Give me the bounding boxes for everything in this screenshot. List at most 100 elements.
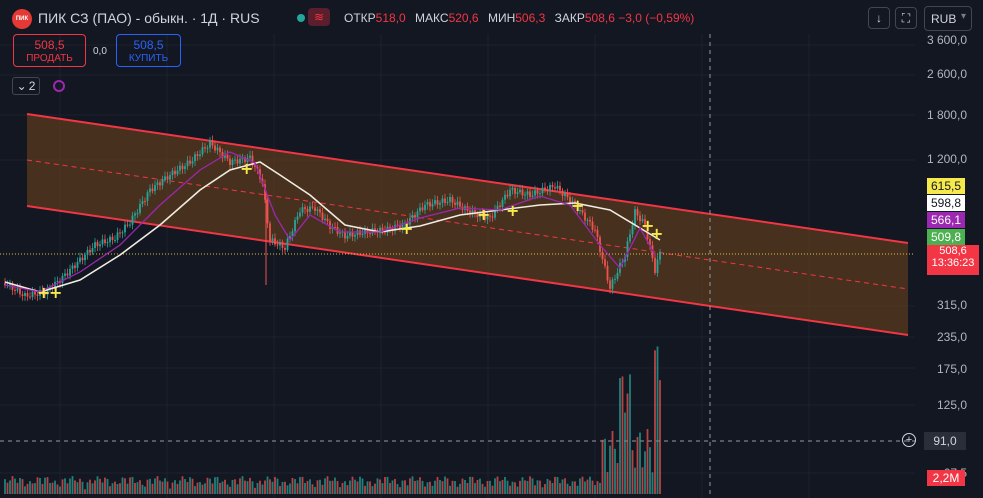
volume-bar	[59, 486, 61, 494]
volume-bar	[391, 480, 394, 494]
volume-bar	[339, 487, 341, 494]
candle-body	[526, 191, 529, 195]
volume-bar	[66, 483, 69, 494]
volume-bar	[26, 483, 29, 494]
candle-body	[291, 231, 294, 237]
candle-body	[49, 287, 51, 289]
volume-bar	[539, 480, 541, 494]
volume-bar	[56, 484, 59, 494]
signal-marker: +	[650, 224, 663, 243]
sell-price: 508,5	[34, 38, 65, 52]
candle-body	[29, 296, 31, 298]
volume-bar	[594, 485, 596, 494]
volume-bar	[306, 480, 309, 494]
sell-button[interactable]: 508,5 ПРОДАТЬ	[13, 34, 86, 67]
candle-body	[234, 159, 236, 161]
price-tick: 175,0	[936, 362, 967, 376]
volume-bar	[334, 477, 336, 494]
candle-body	[509, 189, 511, 197]
refresh-icon[interactable]	[53, 80, 65, 92]
volume-bar	[246, 481, 249, 494]
volume-bar	[574, 481, 576, 494]
plus-icon[interactable]: +	[902, 433, 916, 447]
volume-bar	[296, 483, 299, 494]
volume-bar	[614, 448, 616, 494]
buy-button[interactable]: 508,5 КУПИТЬ	[116, 34, 181, 67]
symbol-title[interactable]: ПИК СЗ (ПАО) - обыкн. · 1Д · RUS	[38, 10, 260, 26]
volume-bar	[534, 485, 536, 494]
volume-bar	[184, 479, 186, 494]
volume-bar	[21, 479, 24, 494]
candle-body	[259, 169, 261, 179]
candle-body	[166, 176, 169, 180]
volume-bar	[54, 480, 56, 494]
volume-bar	[524, 480, 526, 494]
candle-body	[71, 265, 74, 269]
volume-bar	[171, 482, 174, 494]
volume-bar	[544, 484, 546, 494]
candle-body	[139, 203, 141, 213]
volume-bar	[506, 480, 509, 494]
volume-bar	[301, 476, 304, 494]
candle-body	[211, 140, 214, 146]
candle-body	[56, 280, 59, 282]
volume-bar	[99, 478, 101, 494]
volume-bar	[471, 476, 474, 494]
candle-body	[339, 232, 341, 234]
candle-body	[271, 238, 274, 241]
indicators-toggle[interactable]: ⌄ 2	[12, 77, 40, 95]
candle-body	[301, 207, 304, 213]
volume-bar	[64, 478, 66, 494]
volume-bar	[336, 481, 339, 494]
high-value: 520,6	[448, 11, 479, 25]
candle-body	[204, 147, 206, 149]
volume-bar	[344, 481, 346, 494]
candle-body	[589, 219, 591, 222]
volume-bar	[254, 487, 256, 494]
volume-bar	[479, 478, 481, 494]
candle-body	[74, 265, 76, 268]
volume-bar	[426, 482, 429, 494]
candle-body	[539, 193, 541, 195]
candle-body	[541, 187, 544, 194]
volume-bar	[324, 478, 326, 494]
candle-body	[449, 197, 451, 202]
candle-body	[126, 224, 129, 226]
channel-mid-line	[26, 159, 909, 290]
candle-body	[34, 291, 36, 295]
volume-bar	[44, 477, 46, 494]
candle-body	[121, 232, 124, 234]
volume-bar	[201, 484, 204, 494]
volume-bar	[221, 481, 224, 494]
volume-bar	[369, 481, 371, 494]
volume-bar	[504, 476, 506, 494]
candle-body	[306, 208, 309, 212]
market-open-dot	[297, 14, 305, 22]
volume-bar	[81, 481, 84, 494]
volume-bar	[101, 482, 104, 494]
volume-bar	[314, 486, 316, 494]
channel-lower-line	[26, 205, 909, 336]
candle-body	[179, 165, 181, 171]
candle-body	[644, 219, 646, 225]
currency-select[interactable]: RUB ▾	[924, 6, 972, 31]
volume-bar	[419, 477, 421, 494]
volume-bar	[569, 485, 571, 494]
volume-bar	[134, 482, 136, 494]
volume-bar	[6, 482, 9, 494]
candle-body	[129, 224, 131, 226]
volume-bar	[94, 480, 96, 494]
volume-bar	[521, 477, 524, 494]
volume-bar	[624, 412, 626, 494]
fullscreen-icon[interactable]: ⛶	[895, 7, 917, 29]
candle-body	[451, 197, 454, 203]
volume-bar	[571, 481, 574, 494]
wave-icon[interactable]: ≋	[308, 8, 330, 26]
volume-bar	[394, 478, 396, 494]
candle-body	[21, 294, 24, 296]
open-key: ОТКР	[344, 11, 376, 25]
download-icon[interactable]: ↓	[868, 7, 890, 29]
candle-body	[566, 193, 569, 198]
candle-body	[481, 212, 484, 215]
